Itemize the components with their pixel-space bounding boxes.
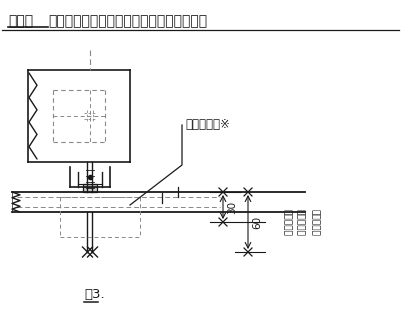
- Text: 基礎ボルト※: 基礎ボルト※: [184, 118, 229, 131]
- Text: 詳細図: 詳細図: [8, 14, 33, 28]
- Text: 基礎ボルト: 基礎ボルト: [282, 209, 291, 235]
- Text: （床置時）: （床置時）: [310, 209, 319, 235]
- Text: （ストッパーボルト及び基礎ボルト周辺）: （ストッパーボルト及び基礎ボルト周辺）: [48, 14, 207, 28]
- Text: 30: 30: [227, 200, 237, 214]
- Text: 図3.: 図3.: [84, 289, 104, 302]
- Text: 立上げ寸法: 立上げ寸法: [295, 209, 304, 235]
- Text: 60: 60: [251, 215, 261, 229]
- Bar: [83, 184, 97, 192]
